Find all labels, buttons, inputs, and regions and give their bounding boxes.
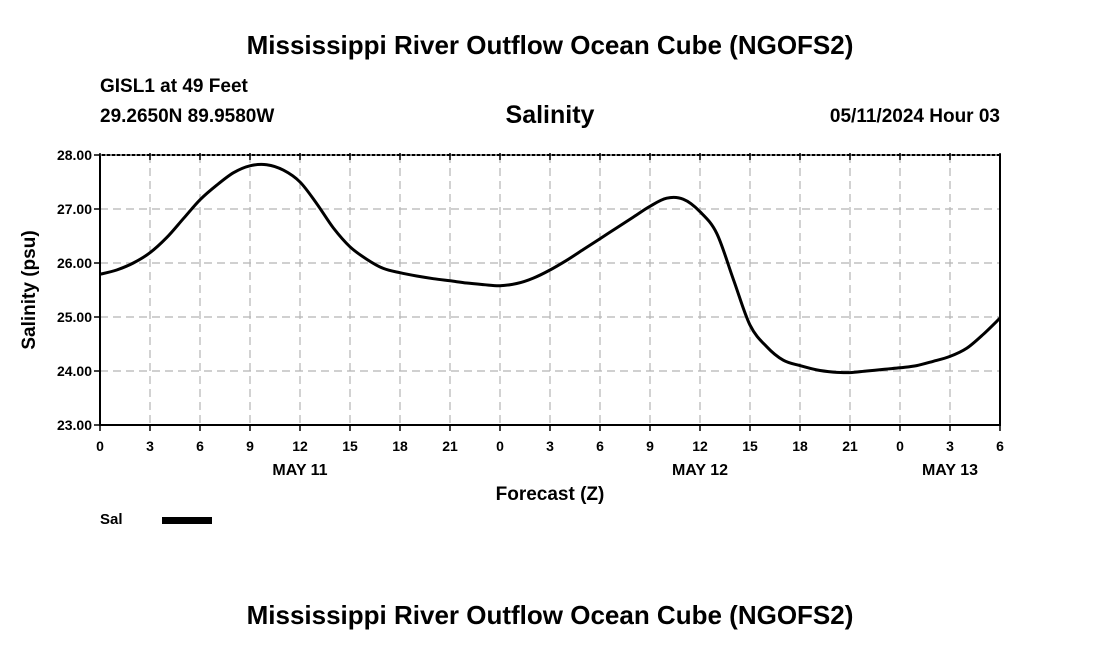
y-tick-label: 27.00 [57,201,92,217]
x-tick-label: 3 [946,438,954,454]
legend-swatch [162,517,212,524]
x-axis-label: Forecast (Z) [496,484,605,505]
x-tick-label: 12 [292,438,308,454]
x-tick-label: 18 [792,438,808,454]
footer-title: Mississippi River Outflow Ocean Cube (NG… [246,600,854,630]
x-tick-label: 18 [392,438,408,454]
x-tick-label: 6 [596,438,604,454]
station-coordinates: 29.2650N 89.9580W [100,106,275,127]
x-tick-label: 15 [742,438,758,454]
y-tick-label: 25.00 [57,309,92,325]
legend-label: Sal [100,511,123,528]
y-axis-label: Salinity (psu) [19,230,40,349]
x-tick-label: 3 [546,438,554,454]
y-tick-label: 23.00 [57,417,92,433]
x-tick-label: 12 [692,438,708,454]
station-label: GISL1 at 49 Feet [100,76,248,97]
y-tick-label: 26.00 [57,255,92,271]
x-tick-label: 0 [496,438,504,454]
x-tick-label: 6 [196,438,204,454]
forecast-datetime: 05/11/2024 Hour 03 [829,106,1000,127]
x-tick-label: 15 [342,438,358,454]
x-tick-label: 9 [246,438,254,454]
page-title: Mississippi River Outflow Ocean Cube (NG… [246,30,854,60]
y-tick-label: 24.00 [57,363,92,379]
x-tick-label: 0 [896,438,904,454]
x-tick-label: 0 [96,438,104,454]
chart-title: Salinity [505,101,595,129]
day-label: MAY 13 [922,462,978,479]
axes: 23.00 24.00 25.00 26.00 27.00 28.00 0 3 6 9 12 15 18… [57,147,1004,479]
x-tick-label: 21 [842,438,858,454]
salinity-series-line [99,162,1002,375]
day-label: MAY 12 [672,462,728,479]
x-tick-label: 9 [646,438,654,454]
x-tick-label: 21 [442,438,458,454]
x-tick-label: 6 [996,438,1004,454]
x-tick-label: 3 [146,438,154,454]
grid [100,155,1000,425]
y-tick-label: 28.00 [57,147,92,163]
day-label: MAY 11 [272,462,327,479]
